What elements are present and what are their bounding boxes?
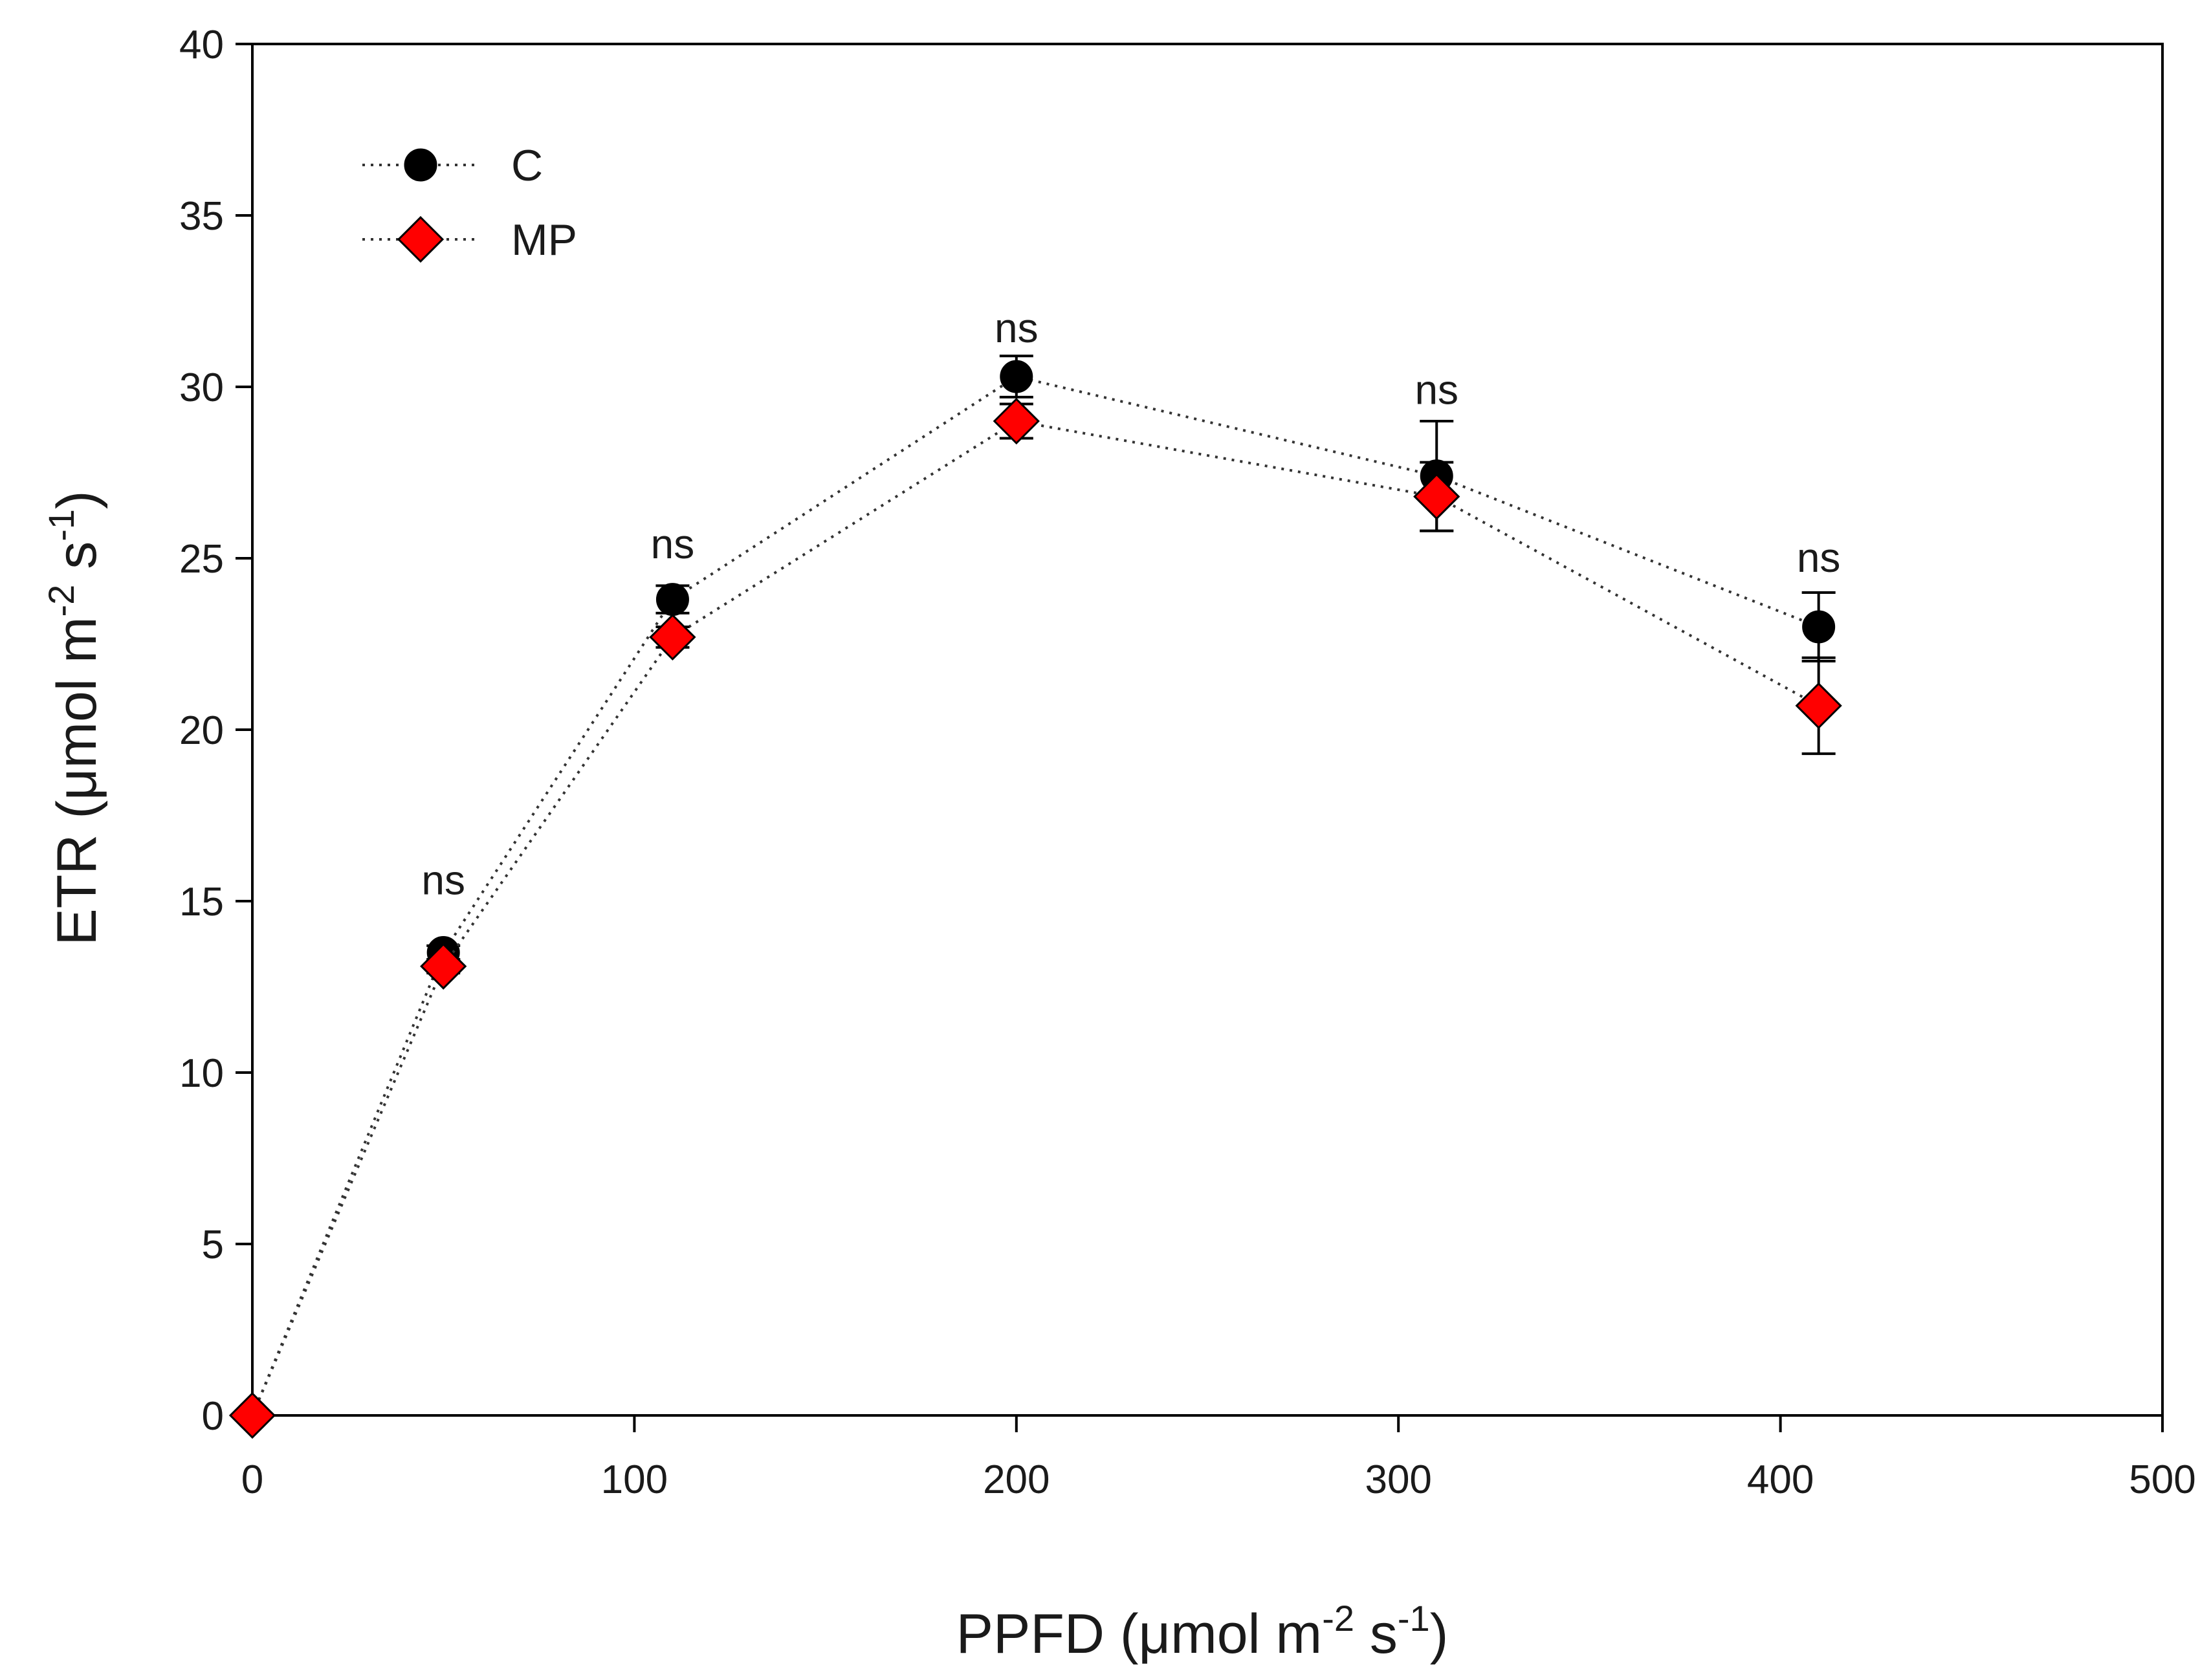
data-point-C-2 <box>655 583 689 616</box>
x-tick-label-400: 400 <box>1747 1457 1814 1502</box>
y-tick-label-35: 35 <box>179 194 224 239</box>
data-point-MP-2 <box>649 613 696 661</box>
data-point-MP-1 <box>420 943 467 990</box>
x-tick-label-200: 200 <box>983 1457 1050 1502</box>
y-tick-label-10: 10 <box>179 1051 224 1096</box>
x-tick-label-100: 100 <box>601 1457 668 1502</box>
annotation-layer: ns ns ns ns ns <box>421 305 1840 903</box>
annotation-ns-0: ns <box>421 856 465 903</box>
series-MP <box>228 397 1842 1439</box>
legend-marker-MP <box>397 215 445 263</box>
y-tick-label-15: 15 <box>179 880 224 924</box>
x-tick-label-300: 300 <box>1365 1457 1431 1502</box>
legend-marker-C <box>404 148 437 182</box>
x-axis: 0 100 200 300 400 500 <box>241 1415 2196 1502</box>
annotation-ns-4: ns <box>1797 534 1841 581</box>
annotation-ns-1: ns <box>651 521 695 567</box>
data-point-MP-5 <box>1795 682 1842 730</box>
series-layer <box>228 355 1842 1439</box>
y-tick-label-0: 0 <box>202 1394 224 1439</box>
x-axis-title: PPFD (μmol m-2 s-1) <box>956 1598 1449 1665</box>
data-point-MP-0 <box>228 1391 276 1439</box>
legend: C MP <box>362 141 577 265</box>
y-tick-label-25: 25 <box>179 537 224 582</box>
y-tick-label-20: 20 <box>179 708 224 753</box>
annotation-ns-2: ns <box>995 305 1039 351</box>
y-tick-label-5: 5 <box>202 1223 224 1267</box>
y-axis-title: ETR (μmol m-2 s-1) <box>41 490 108 945</box>
y-tick-label-40: 40 <box>179 23 224 67</box>
data-point-C-5 <box>1802 610 1836 644</box>
data-point-MP-4 <box>1413 473 1460 520</box>
legend-label-C: C <box>511 141 543 190</box>
y-tick-label-30: 30 <box>179 365 224 410</box>
data-point-C-3 <box>1000 360 1033 393</box>
y-axis: 0 5 10 15 20 25 30 35 40 <box>179 23 252 1439</box>
legend-label-MP: MP <box>511 215 577 265</box>
x-tick-label-0: 0 <box>241 1457 263 1502</box>
annotation-ns-3: ns <box>1414 367 1458 413</box>
x-tick-label-500: 500 <box>2129 1457 2195 1502</box>
data-point-MP-3 <box>993 397 1040 445</box>
